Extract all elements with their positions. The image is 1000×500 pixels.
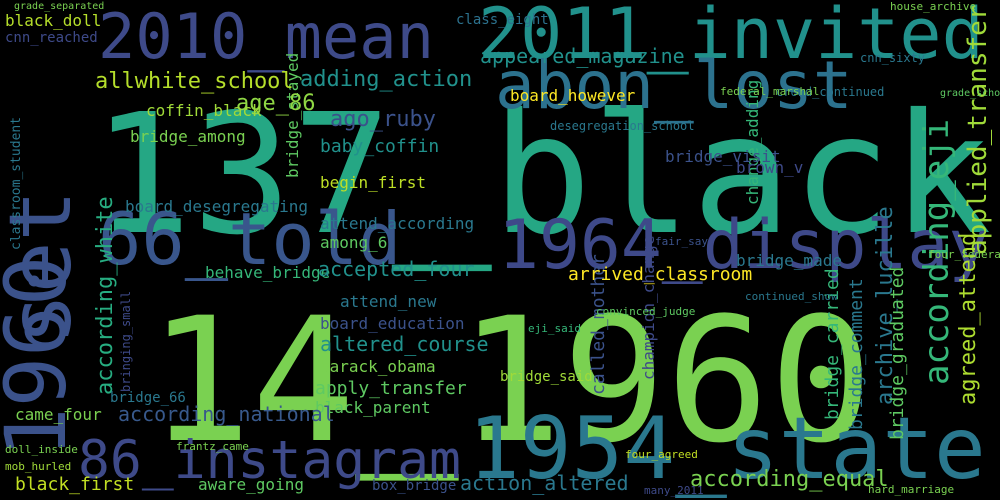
- word: according_equal: [690, 467, 889, 492]
- word: desegregation_school: [550, 119, 695, 133]
- word: archive_lucille: [873, 206, 898, 405]
- word: bringing_small: [119, 291, 133, 392]
- word: convinced_judge: [596, 305, 695, 318]
- word: arrived_classroom: [568, 264, 752, 285]
- word: bridge_made: [736, 251, 842, 270]
- word: accepted_four: [318, 257, 475, 281]
- word: class_eight: [456, 12, 549, 28]
- word: federal_marshal: [720, 85, 819, 98]
- word: grade_separated: [14, 1, 104, 12]
- word: 2010_mean: [98, 0, 434, 73]
- word: hard_marriage: [868, 483, 954, 496]
- word: cnn_reached: [5, 30, 98, 46]
- word: fair_say: [655, 235, 708, 248]
- word: board_education: [320, 314, 465, 333]
- word: agreed_attend: [956, 233, 981, 405]
- word: came_four: [15, 405, 102, 424]
- word: begin_first: [320, 173, 426, 192]
- word: house_archive: [890, 0, 976, 13]
- word: 137_black: [92, 79, 991, 272]
- word: brown_v: [736, 158, 803, 177]
- word: bridge_visit: [665, 147, 781, 166]
- word: board_desegregating: [125, 197, 308, 216]
- word: behave_bridge: [205, 263, 330, 282]
- word: ago_ruby: [330, 107, 436, 132]
- word: baby_coffin: [320, 136, 439, 157]
- word: crowd_continued: [776, 85, 884, 99]
- word: board_however: [510, 86, 636, 105]
- word: grade_school: [940, 88, 1000, 99]
- word: 2011_invited: [478, 0, 984, 75]
- word: allwhite_school: [95, 69, 294, 94]
- word: aware_going: [198, 475, 304, 494]
- word: altered_course: [320, 332, 489, 356]
- word: continued_show: [745, 290, 838, 303]
- word: classroom_student: [9, 117, 24, 250]
- word: black_doll: [5, 11, 101, 30]
- word: set: [0, 190, 91, 345]
- word: doll_inside: [5, 443, 78, 456]
- word: among_6: [320, 233, 387, 252]
- word: according_national: [118, 402, 335, 426]
- word: black_parent: [315, 398, 431, 417]
- word: frantz_came: [176, 440, 249, 453]
- word: 86_instagram: [78, 430, 461, 491]
- word: adding_action: [300, 67, 472, 92]
- word: four_federal: [928, 248, 1000, 261]
- word: bridge_stayed: [283, 53, 302, 178]
- word: applied_transfer: [963, 5, 993, 255]
- word: coffin_black: [146, 101, 262, 120]
- word: apply_transfer: [315, 378, 467, 399]
- word: 14_1960: [148, 280, 873, 481]
- word: bridge_said: [500, 369, 593, 385]
- word: 1954_state: [468, 399, 986, 499]
- word: eji_said: [528, 322, 581, 335]
- word: bridge_carried: [822, 268, 843, 420]
- word: action_altered: [460, 471, 629, 495]
- word: appeared_magazine: [480, 44, 685, 68]
- word: bridge_66: [110, 390, 186, 406]
- word: attend_new: [340, 292, 437, 311]
- word: according_white: [93, 196, 118, 395]
- word: bridge_among: [130, 127, 246, 146]
- word: age_86: [236, 91, 315, 116]
- word: 1964_display: [498, 206, 989, 285]
- word: bridge_comment: [846, 278, 867, 430]
- word: 66_told: [98, 197, 401, 281]
- word: abon_lost: [495, 47, 853, 124]
- word: according_eji: [917, 119, 957, 385]
- word: cnn_sixty: [860, 51, 925, 65]
- word: black_first: [15, 474, 134, 495]
- word: box_bridge: [372, 478, 456, 494]
- word: many_2011: [644, 484, 704, 497]
- word: mob_hurled: [5, 460, 71, 473]
- word: 1960: [0, 256, 85, 458]
- word: bridge_graduated: [887, 267, 908, 440]
- word: change_adding: [743, 80, 762, 205]
- word: four_agreed: [625, 448, 698, 461]
- word: champion_change: [639, 236, 658, 381]
- word: attend_according: [320, 214, 474, 233]
- word: called_mother: [588, 254, 609, 395]
- word: barack_obama: [320, 357, 436, 376]
